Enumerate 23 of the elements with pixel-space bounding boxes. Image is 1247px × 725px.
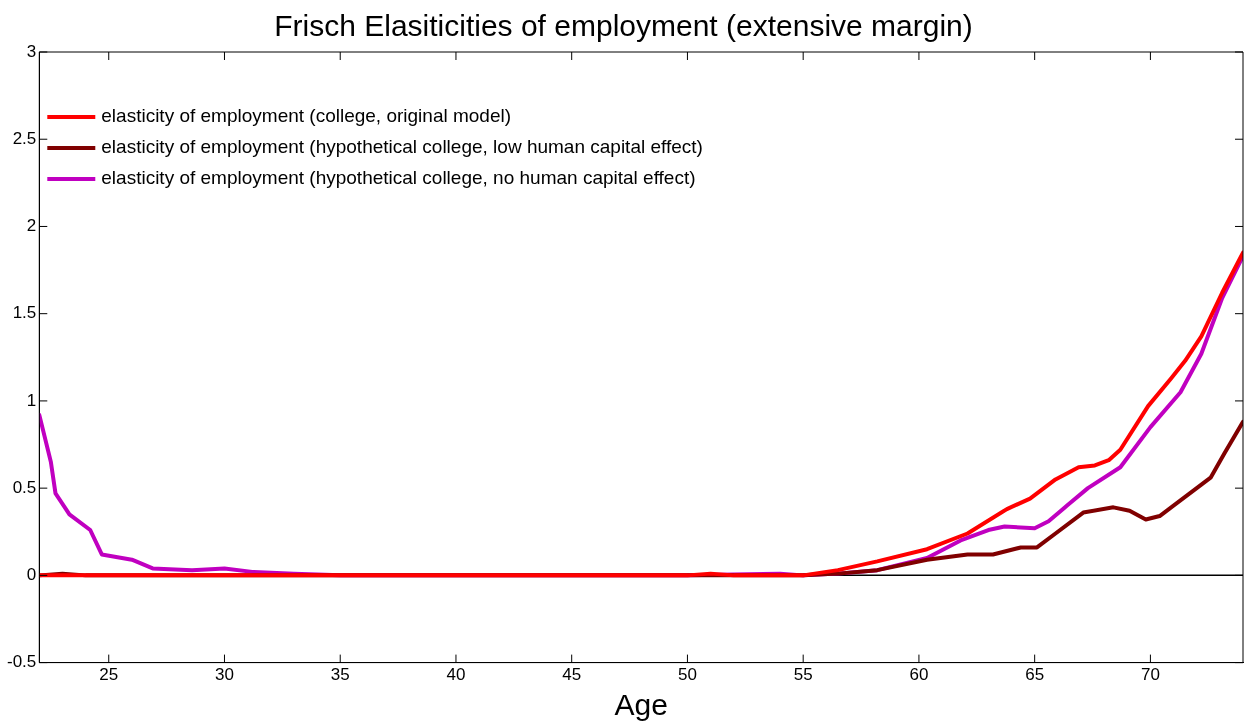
y-tick-label: 2.5 xyxy=(12,128,37,148)
x-tick-label: 65 xyxy=(1025,665,1045,685)
x-tick-label: 60 xyxy=(909,665,929,685)
x-tick-label: 40 xyxy=(446,665,466,685)
x-tick-label: 50 xyxy=(677,665,697,685)
x-tick-label: 30 xyxy=(215,665,234,685)
y-tick-label: 1 xyxy=(26,390,37,410)
legend-label: elasticity of employment (college, original model) xyxy=(101,105,512,127)
legend-label: elasticity of employment (hypothetical college, low human capital effect) xyxy=(101,136,703,158)
legend-label: elasticity of employment (hypothetical college, no human capital effect) xyxy=(101,167,696,189)
x-axis-title: Age xyxy=(614,688,668,722)
x-tick-label: 25 xyxy=(99,665,119,685)
y-tick-label: 0.5 xyxy=(12,477,37,497)
y-tick-label: 0 xyxy=(26,565,37,585)
x-tick-label: 70 xyxy=(1140,665,1160,685)
y-tick-label: 1.5 xyxy=(12,303,37,323)
y-tick-label: -0.5 xyxy=(7,652,37,672)
y-tick-label: 3 xyxy=(26,41,37,61)
x-tick-label: 35 xyxy=(330,665,350,685)
chart-title: Frisch Elasiticities of employment (extensive margin) xyxy=(274,9,973,43)
y-tick-label: 2 xyxy=(26,216,37,236)
x-tick-label: 45 xyxy=(562,665,582,685)
x-tick-label: 55 xyxy=(793,665,813,685)
